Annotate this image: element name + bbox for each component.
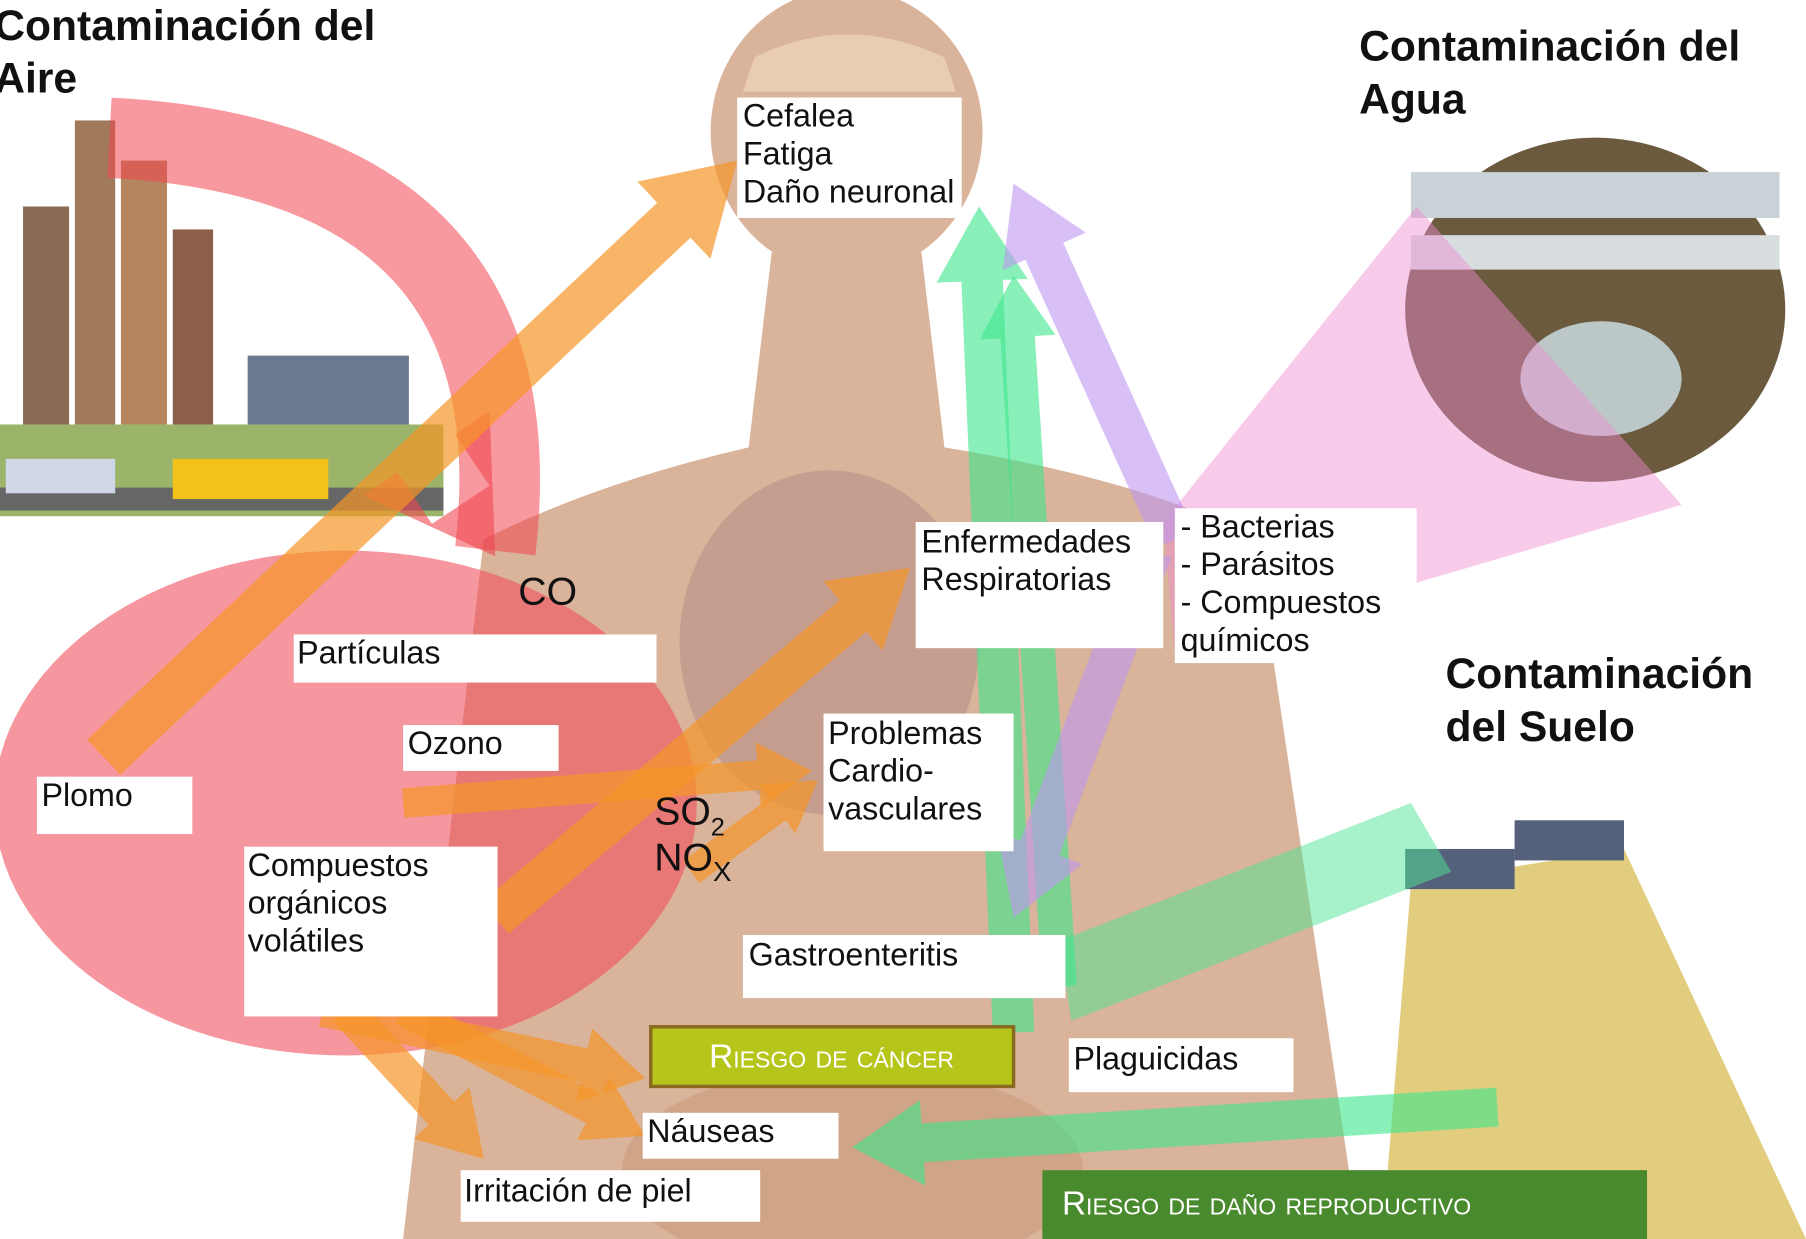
pipe <box>1411 172 1780 218</box>
factory <box>1515 820 1624 860</box>
title: del Suelo <box>1445 703 1634 751</box>
label: Respiratorias <box>921 561 1111 597</box>
subscript: X <box>713 856 731 887</box>
label: Plaguicidas <box>1073 1041 1238 1077</box>
label: volátiles <box>248 923 364 959</box>
label: Riesgo de daño reproductivo <box>1062 1186 1471 1223</box>
title: Contaminación del <box>0 2 375 50</box>
label: NO <box>654 837 713 880</box>
label: SO <box>654 791 711 834</box>
label: Enfermedades <box>921 523 1131 559</box>
title: Aire <box>0 55 77 103</box>
label: - Parásitos <box>1181 546 1335 582</box>
label: Irritación de piel <box>464 1173 692 1209</box>
label: orgánicos <box>248 885 388 921</box>
label: Plomo <box>41 777 132 813</box>
label: Riesgo de cáncer <box>709 1039 954 1076</box>
factory <box>248 356 409 425</box>
label: Náuseas <box>647 1113 774 1149</box>
title: Contaminación <box>1445 650 1753 698</box>
label: vasculares <box>828 791 982 827</box>
title: Contaminación del <box>1359 23 1740 71</box>
title: Agua <box>1359 75 1466 123</box>
label: Cefalea <box>743 98 854 134</box>
label: Daño neuronal <box>743 173 954 209</box>
label: Fatiga <box>743 136 833 172</box>
building <box>23 207 69 425</box>
diagram: Contaminación del Aire Contaminación del… <box>0 0 1806 1239</box>
label: Partículas <box>297 635 440 671</box>
truck <box>6 459 115 493</box>
building <box>121 161 167 425</box>
bus <box>173 459 328 499</box>
building <box>173 229 213 424</box>
label: - Compuestos <box>1181 584 1382 620</box>
label: Ozono <box>408 725 503 761</box>
label: CO <box>518 571 577 614</box>
label: químicos <box>1181 622 1310 658</box>
label: Cardio- <box>828 753 934 789</box>
label: Problemas <box>828 715 982 751</box>
label: - Bacterias <box>1181 508 1335 544</box>
label: Gastroenteritis <box>749 936 959 972</box>
label: Compuestos <box>248 847 429 883</box>
